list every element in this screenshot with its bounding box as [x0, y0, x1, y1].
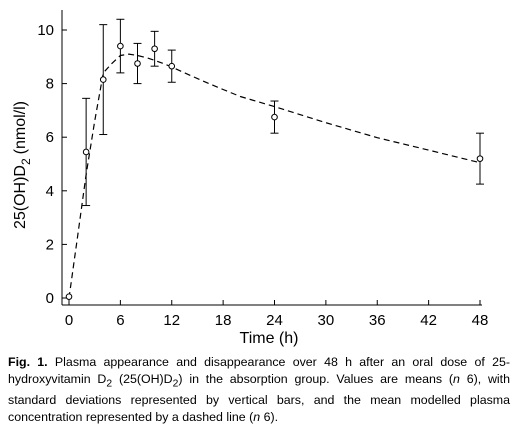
caption-label: Fig. 1.: [8, 355, 48, 369]
y-tick-label: 8: [46, 76, 54, 93]
y-axis-title-subscript: 2: [19, 158, 33, 165]
x-axis-title: Time (h): [240, 330, 299, 347]
data-point: [168, 62, 176, 70]
model-curve: [68, 53, 481, 299]
caption-line2-sub2: 2: [172, 377, 179, 389]
x-tick-label: 0: [65, 312, 73, 329]
caption-line3-pre: means (: [404, 371, 453, 386]
caption-line2-post: ) in the absorption group. Values are: [178, 371, 399, 386]
axes: [61, 10, 482, 306]
x-tick-label: 6: [116, 312, 124, 329]
data-point: [134, 60, 141, 67]
y-axis-title-main: 25(OH)D: [12, 165, 29, 229]
x-tick-label: 30: [318, 312, 335, 329]
x-tick-label: 42: [420, 312, 437, 329]
y-tick-label: 6: [46, 129, 54, 146]
data-point: [476, 155, 484, 162]
data-points: [65, 18, 484, 300]
x-tick-label: 48: [472, 312, 489, 329]
y-tick-label: 0: [46, 290, 54, 307]
model-line: [68, 53, 481, 299]
x-tick-label: 12: [163, 312, 180, 329]
y-tick-label: 4: [46, 183, 54, 200]
caption-line2-pre: of 25-hydroxyvitamin D: [8, 355, 510, 386]
caption-line4-pre: mean modelled plasma concentration repre…: [8, 393, 510, 424]
caption-line3-post: 6), with standard deviations represented…: [8, 371, 510, 408]
data-point: [65, 293, 73, 300]
data-point: [82, 148, 90, 156]
data-point: [151, 45, 158, 53]
caption-line3-n: n: [453, 371, 460, 386]
data-point: [271, 113, 278, 121]
x-tick-label: 18: [215, 312, 232, 329]
y-axis-title: 25(OH)D2 (nmol/l): [12, 101, 33, 229]
caption-line4-n: n: [253, 409, 261, 424]
y-tick-label: 2: [46, 236, 54, 253]
x-tick-label: 36: [369, 312, 386, 329]
y-tick-label: 10: [37, 22, 54, 39]
figure-caption: Fig. 1. Plasma appearance and disappeara…: [8, 354, 510, 425]
y-axis-title-unit: (nmol/l): [12, 101, 29, 154]
data-point: [117, 42, 124, 50]
caption-line4-post: 6).: [260, 409, 279, 424]
caption-line1: Plasma appearance and disappearance over…: [54, 355, 468, 369]
x-tick-label: 24: [266, 312, 283, 329]
caption-line2-mid: (25(OH)D: [112, 371, 173, 386]
caption-line2-sub1: 2: [106, 377, 113, 389]
data-point: [99, 76, 107, 83]
